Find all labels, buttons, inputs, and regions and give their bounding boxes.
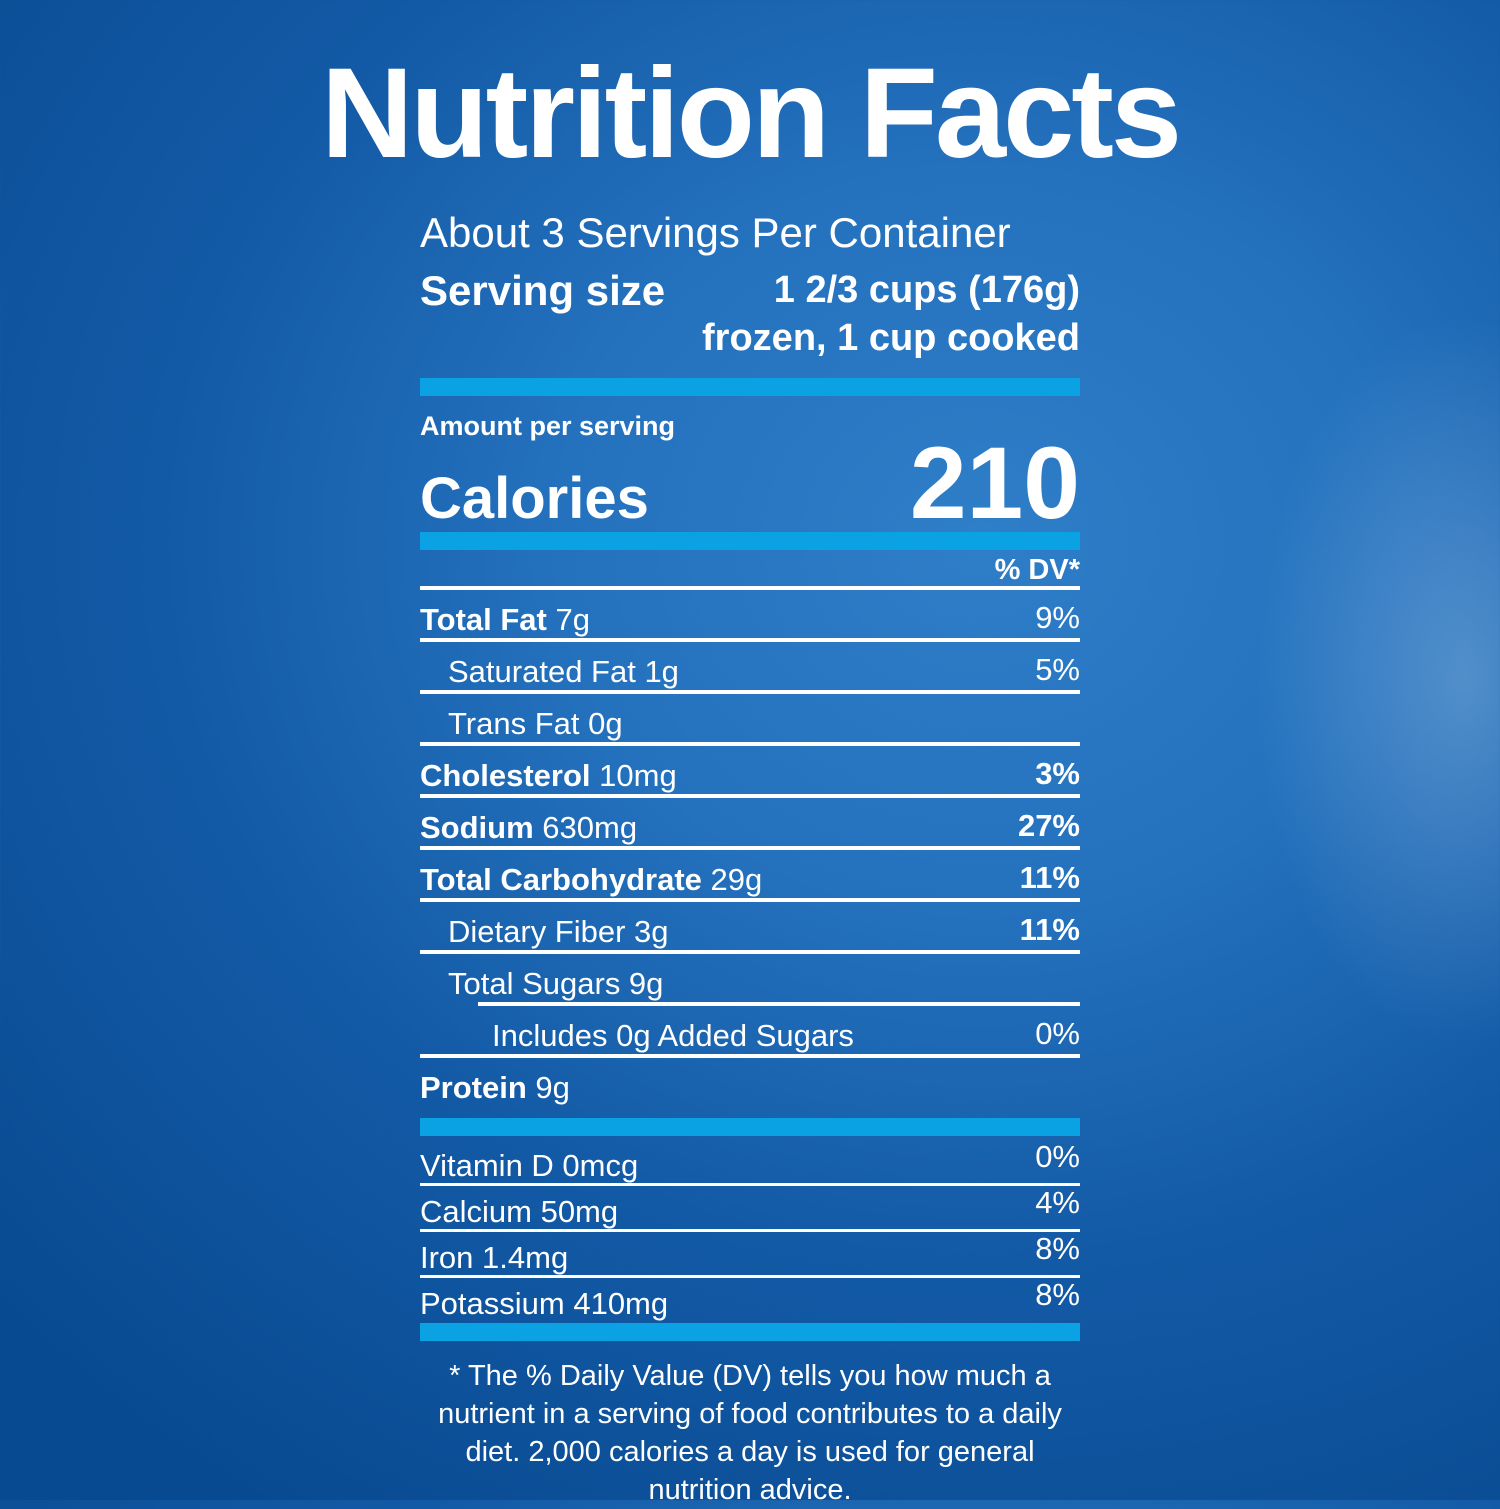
accent-bar-calories (420, 532, 1080, 550)
nutrient-label: Total Fat 7g (420, 602, 590, 637)
vitamin-percent-dv: 8% (1035, 1277, 1080, 1312)
nutrient-label: Total Sugars 9g (448, 966, 664, 1001)
serving-size-row: Serving size 1 2/3 cups (176g) frozen, 1… (420, 266, 1080, 362)
nutrient-percent-dv: 3% (1035, 756, 1080, 791)
nutrient-row: Total Sugars 9g (420, 954, 1080, 1002)
nutrients-list: Total Fat 7g 9% Saturated Fat 1g 5% Trans Fa… (420, 590, 1080, 1106)
vitamin-label: Vitamin D 0mcg (420, 1148, 639, 1183)
calories-row: Calories 210 (420, 432, 1080, 534)
nutrient-label: Sodium 630mg (420, 810, 638, 845)
nutrient-row: Includes 0g Added Sugars 0% (420, 1006, 1080, 1054)
nutrient-label: Protein 9g (420, 1070, 570, 1105)
calories-value: 210 (909, 426, 1080, 540)
amount-per-serving-label: Amount per serving (420, 411, 676, 441)
vitamin-percent-dv: 0% (1035, 1139, 1080, 1174)
divider (420, 1275, 1080, 1278)
accent-bar-top (420, 378, 1080, 396)
vitamin-row: Vitamin D 0mcg 0% (420, 1140, 1080, 1183)
nutrient-row: Dietary Fiber 3g 11% (420, 902, 1080, 950)
divider (420, 690, 1080, 694)
nutrient-row: Trans Fat 0g (420, 694, 1080, 742)
daily-value-footnote: * The % Daily Value (DV) tells you how m… (438, 1360, 1062, 1506)
accent-bar-bottom (420, 1323, 1080, 1341)
vitamin-label: Calcium 50mg (420, 1194, 619, 1229)
divider (420, 1054, 1080, 1058)
vitamin-row: Calcium 50mg 4% (420, 1186, 1080, 1229)
nutrient-row: Saturated Fat 1g 5% (420, 642, 1080, 690)
divider (420, 638, 1080, 642)
servings-per-container: About 3 Servings Per Container (420, 209, 1011, 256)
serving-size-value-line2: frozen, 1 cup cooked (702, 317, 1080, 359)
divider (478, 1002, 1080, 1006)
nutrient-label: Saturated Fat 1g (448, 654, 679, 689)
vitamins-list: Vitamin D 0mcg 0% Calcium 50mg 4% Iron 1.4mg… (420, 1140, 1080, 1321)
divider (420, 846, 1080, 850)
daily-value-header: % DV* (994, 554, 1080, 586)
divider (420, 586, 1080, 590)
nutrient-percent-dv: 9% (1035, 600, 1080, 635)
divider (420, 794, 1080, 798)
vitamin-percent-dv: 8% (1035, 1231, 1080, 1266)
nutrient-row: Cholesterol 10mg 3% (420, 746, 1080, 794)
nutrient-label: Trans Fat 0g (448, 706, 623, 741)
serving-size-label: Serving size (420, 267, 666, 314)
nutrient-label: Dietary Fiber 3g (448, 914, 669, 949)
nutrient-row: Total Carbohydrate 29g 11% (420, 850, 1080, 898)
vitamin-row: Potassium 410mg 8% (420, 1278, 1080, 1321)
nutrient-percent-dv: 27% (1017, 808, 1080, 843)
vitamin-row: Iron 1.4mg 8% (420, 1232, 1080, 1275)
divider (420, 1229, 1080, 1232)
nutrition-label: About 3 Servings Per Container Serving s… (420, 208, 1080, 1509)
serving-size-value-line1: 1 2/3 cups (176g) (773, 269, 1080, 311)
page-title: Nutrition Facts (320, 42, 1182, 185)
serving-size-value: 1 2/3 cups (176g) frozen, 1 cup cooked (702, 266, 1080, 362)
nutrient-label: Includes 0g Added Sugars (492, 1018, 854, 1053)
divider (420, 898, 1080, 902)
nutrient-percent-dv: 11% (1019, 912, 1080, 947)
nutrient-percent-dv: 0% (1035, 1016, 1080, 1051)
vitamin-label: Iron 1.4mg (420, 1240, 569, 1275)
nutrient-label: Cholesterol 10mg (420, 758, 677, 793)
nutrient-label: Total Carbohydrate 29g (420, 862, 763, 897)
nutrient-row: Protein 9g (420, 1058, 1080, 1106)
nutrient-percent-dv: 5% (1035, 652, 1080, 687)
nutrient-percent-dv: 11% (1019, 860, 1080, 895)
calories-label: Calories (420, 466, 649, 531)
divider (420, 742, 1080, 746)
nutrient-row: Total Fat 7g 9% (420, 590, 1080, 638)
divider (420, 1183, 1080, 1186)
divider (420, 950, 1080, 954)
accent-bar-protein (420, 1118, 1080, 1136)
nutrient-row: Sodium 630mg 27% (420, 798, 1080, 846)
vitamin-label: Potassium 410mg (420, 1286, 669, 1321)
vitamin-percent-dv: 4% (1035, 1185, 1080, 1220)
